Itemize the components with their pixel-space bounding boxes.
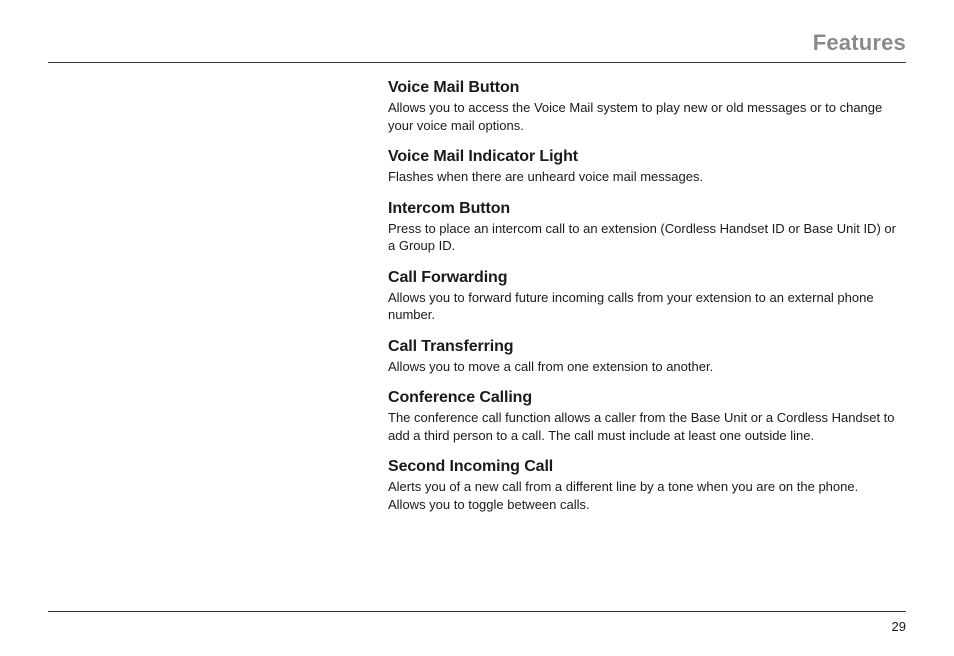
feature-heading: Voice Mail Indicator Light — [388, 148, 896, 166]
feature-body: Allows you to move a call from one exten… — [388, 358, 896, 376]
feature-heading: Second Incoming Call — [388, 458, 896, 476]
page-number: 29 — [892, 619, 906, 634]
header: Features — [48, 30, 906, 63]
page: Features Voice Mail Button Allows you to… — [0, 0, 954, 656]
feature-body: Press to place an intercom call to an ex… — [388, 220, 896, 255]
feature-intercom-button: Intercom Button Press to place an interc… — [388, 200, 896, 255]
feature-heading: Call Forwarding — [388, 269, 896, 287]
feature-body: Flashes when there are unheard voice mai… — [388, 168, 896, 186]
feature-body: The conference call function allows a ca… — [388, 409, 896, 444]
feature-heading: Call Transferring — [388, 338, 896, 356]
feature-body: Allows you to forward future incoming ca… — [388, 289, 896, 324]
footer: 29 — [48, 611, 906, 636]
content-column: Voice Mail Button Allows you to access t… — [388, 79, 906, 514]
feature-body: Alerts you of a new call from a differen… — [388, 478, 896, 513]
feature-conference-calling: Conference Calling The conference call f… — [388, 389, 896, 444]
feature-voice-mail-indicator-light: Voice Mail Indicator Light Flashes when … — [388, 148, 896, 186]
section-title: Features — [813, 30, 906, 55]
feature-heading: Voice Mail Button — [388, 79, 896, 97]
feature-call-transferring: Call Transferring Allows you to move a c… — [388, 338, 896, 376]
feature-second-incoming-call: Second Incoming Call Alerts you of a new… — [388, 458, 896, 513]
feature-call-forwarding: Call Forwarding Allows you to forward fu… — [388, 269, 896, 324]
feature-body: Allows you to access the Voice Mail syst… — [388, 99, 896, 134]
feature-voice-mail-button: Voice Mail Button Allows you to access t… — [388, 79, 896, 134]
feature-heading: Conference Calling — [388, 389, 896, 407]
feature-heading: Intercom Button — [388, 200, 896, 218]
